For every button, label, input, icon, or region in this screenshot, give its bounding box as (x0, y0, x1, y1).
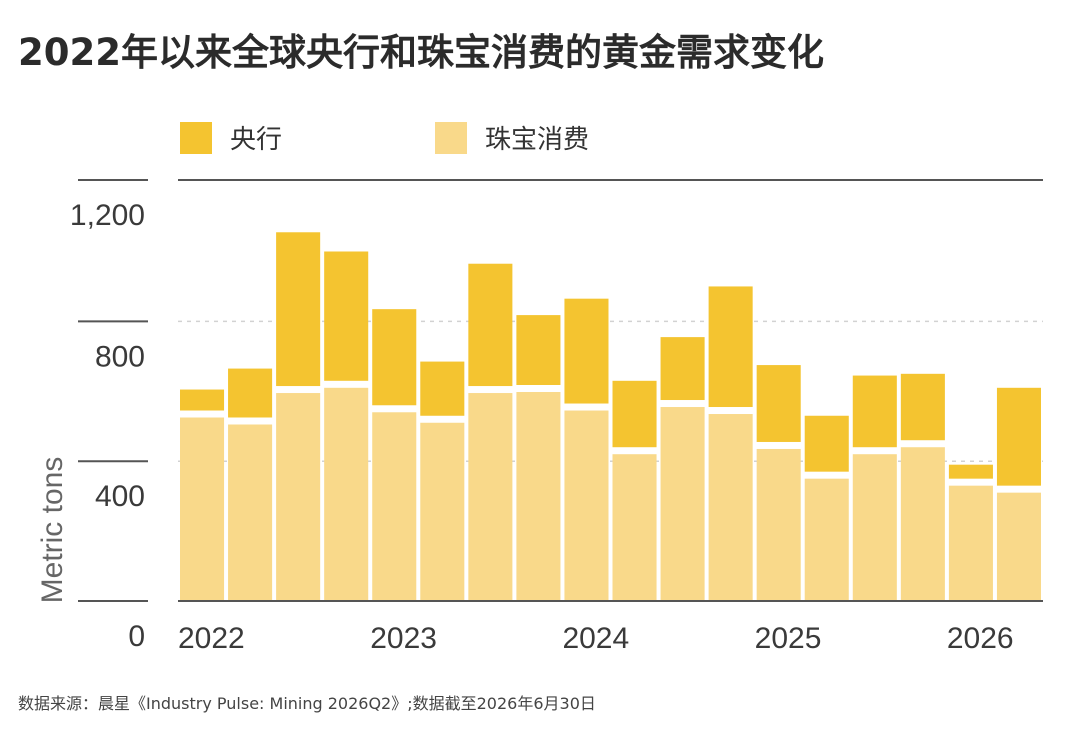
x-tick-label: 2022 (178, 622, 245, 655)
y-tick-label: 0 (128, 620, 145, 653)
legend-label-jewelry: 珠宝消费 (485, 125, 590, 155)
bar-central-bank-2022Q2 (228, 368, 273, 418)
y-axis-label: Metric tons (36, 457, 69, 604)
bar-jewelry-2022Q1 (180, 417, 225, 601)
bar-central-bank-2024Q4 (708, 286, 753, 408)
bar-jewelry-2023Q2 (420, 422, 465, 601)
bar-central-bank-2025Q1 (756, 365, 801, 442)
bar-jewelry-2026Q1 (948, 485, 993, 601)
bar-central-bank-2024Q3 (660, 337, 705, 401)
y-tick-label: 1,200 (70, 199, 145, 232)
bar-jewelry-2025Q1 (756, 448, 801, 601)
bar-central-bank-2023Q1 (372, 309, 417, 406)
bar-jewelry-2025Q4 (900, 447, 945, 601)
x-tick-label: 2024 (562, 622, 629, 655)
bar-jewelry-2022Q4 (324, 387, 369, 601)
bar-jewelry-2023Q3 (468, 393, 513, 601)
source-note: 数据来源：晨星《Industry Pulse: Mining 2026Q2》;数… (18, 694, 596, 713)
bar-central-bank-2024Q2 (612, 380, 657, 448)
x-tick-label: 2025 (755, 622, 822, 655)
legend-item-central-bank: 央行 (180, 119, 282, 156)
y-tick-label: 400 (95, 480, 145, 513)
bar-jewelry-2024Q3 (660, 407, 705, 601)
bar-central-bank-2026Q2 (996, 387, 1041, 486)
gold-demand-chart: 0 400 800 1,200 2022 2023 2024 2025 2026 Metric … (36, 179, 1043, 655)
x-tick-label: 2023 (370, 622, 437, 655)
bar-jewelry-2023Q1 (372, 412, 417, 601)
bar-central-bank-2025Q2 (804, 415, 849, 472)
bar-central-bank-2026Q1 (948, 464, 993, 479)
x-tick-label: 2026 (947, 622, 1014, 655)
bar-jewelry-2024Q2 (612, 454, 657, 601)
legend-swatch-central-bank (180, 121, 212, 154)
bar-central-bank-2023Q4 (516, 315, 561, 385)
bar-jewelry-2025Q2 (804, 478, 849, 601)
bar-central-bank-2022Q4 (324, 251, 369, 381)
y-tick-label: 800 (95, 340, 145, 373)
bar-jewelry-2024Q4 (708, 414, 753, 601)
tick-labels: 0 400 800 1,200 2022 2023 2024 2025 2026 (70, 199, 1014, 655)
bar-central-bank-2025Q3 (852, 375, 897, 448)
bar-central-bank-2025Q4 (900, 373, 945, 441)
bar-group (180, 232, 1041, 601)
bar-central-bank-2023Q3 (468, 263, 513, 387)
bar-central-bank-2024Q1 (564, 298, 609, 404)
gridlines (178, 320, 1043, 462)
legend-item-jewelry: 珠宝消费 (435, 119, 589, 156)
bar-jewelry-2022Q3 (276, 393, 321, 601)
chart-title: 2022年以来全球央行和珠宝消费的黄金需求变化 (18, 31, 824, 74)
bar-jewelry-2024Q1 (564, 410, 609, 601)
bar-jewelry-2022Q2 (228, 424, 273, 601)
bar-central-bank-2022Q3 (276, 232, 321, 387)
bar-jewelry-2026Q2 (996, 492, 1041, 601)
axes (78, 179, 1043, 602)
bar-jewelry-2025Q3 (852, 454, 897, 601)
bar-central-bank-2023Q2 (420, 361, 465, 416)
legend-swatch-jewelry (435, 121, 467, 154)
bar-central-bank-2022Q1 (180, 389, 225, 411)
legend-label-central-bank: 央行 (230, 125, 283, 155)
bar-jewelry-2023Q4 (516, 391, 561, 601)
